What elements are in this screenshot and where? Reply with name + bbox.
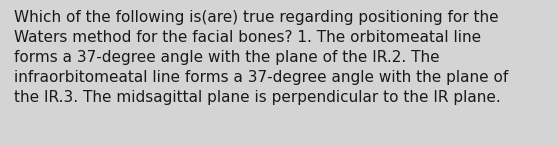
Text: Which of the following is(are) true regarding positioning for the
Waters method : Which of the following is(are) true rega… [14, 10, 508, 105]
